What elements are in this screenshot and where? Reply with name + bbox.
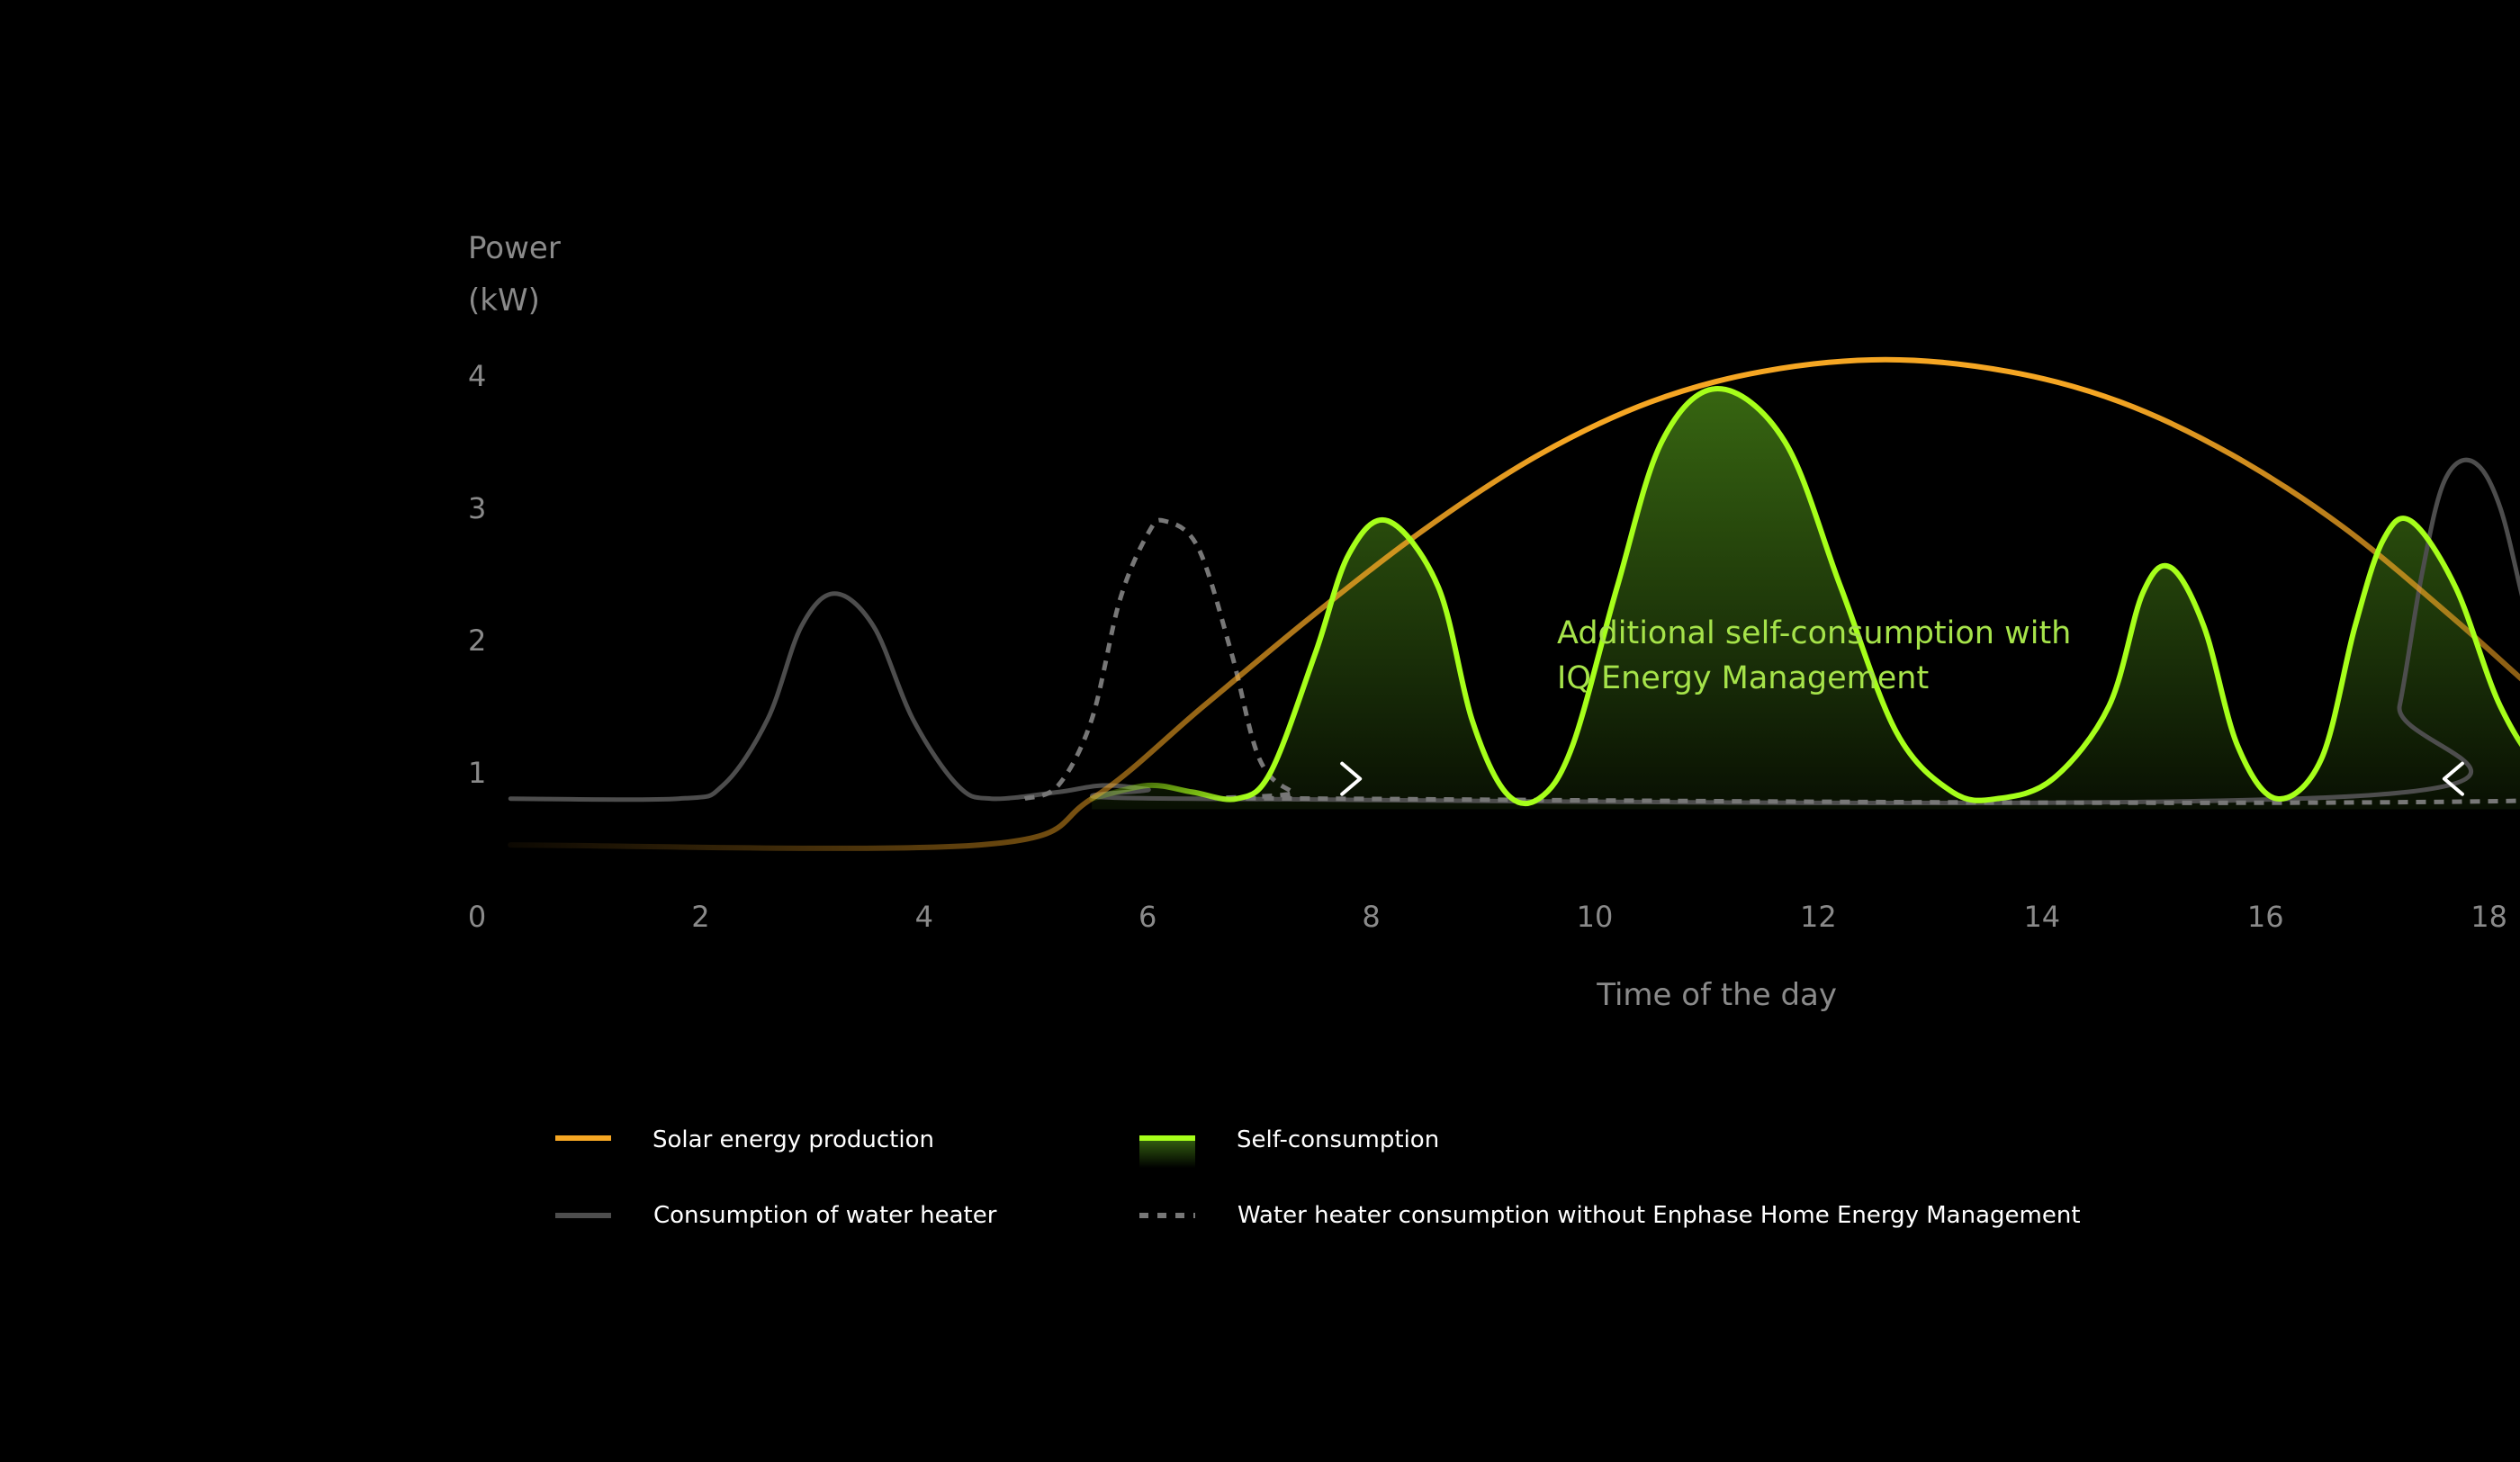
shift-arrows xyxy=(1113,761,2520,796)
legend: Solar energy production Self-consumption… xyxy=(555,1126,2081,1229)
annotation-line-2: IQ Energy Management xyxy=(1557,660,1929,696)
legend-item-solar: Solar energy production xyxy=(555,1126,934,1153)
solar-production-line xyxy=(508,356,2520,851)
legend-item-self-consumption: Self-consumption xyxy=(1139,1126,1439,1168)
legend-item-water-heater: Consumption of water heater xyxy=(555,1202,997,1229)
water-heater-without-hem-line xyxy=(1023,517,2520,805)
x-axis-label: Time of the day xyxy=(1596,977,1837,1013)
x-tick-label: 4 xyxy=(915,900,933,934)
x-tick-label: 8 xyxy=(1362,900,1380,934)
y-tick-label: 1 xyxy=(468,756,486,790)
self-consumption-fills xyxy=(1092,389,2520,810)
y-axis-label-line-2: (kW) xyxy=(468,283,540,318)
y-tick-label: 3 xyxy=(468,491,486,525)
y-tick-label: 4 xyxy=(468,359,486,393)
legend-label-water-heater: Consumption of water heater xyxy=(653,1202,997,1229)
legend-swatch-self-consumption-fill xyxy=(1139,1139,1195,1168)
x-tick-label: 12 xyxy=(1800,900,1837,934)
x-tick-label: 14 xyxy=(2023,900,2060,934)
y-axis-ticks: 1 2 3 4 xyxy=(468,359,486,790)
x-tick-label: 10 xyxy=(1577,900,1614,934)
legend-label-solar: Solar energy production xyxy=(652,1126,934,1153)
y-tick-label: 2 xyxy=(468,623,486,658)
x-tick-label: 6 xyxy=(1138,900,1156,934)
annotation-line-1: Additional self-consumption with xyxy=(1557,615,2071,651)
y-axis-label-line-1: Power xyxy=(468,230,561,266)
x-tick-label: 2 xyxy=(691,900,709,934)
arrow-head xyxy=(1340,761,1363,796)
legend-item-water-heater-without: Water heater consumption without Enphase… xyxy=(1139,1202,2081,1229)
legend-label-water-heater-without: Water heater consumption without Enphase… xyxy=(1238,1202,2081,1229)
x-tick-label: 16 xyxy=(2247,900,2284,934)
x-axis-ticks: 024681012141618202224 xyxy=(468,900,2507,934)
x-tick-label: 18 xyxy=(2470,900,2507,934)
legend-label-self-consumption: Self-consumption xyxy=(1237,1126,1439,1153)
self-consumption-line xyxy=(1089,386,2520,807)
arrow-head xyxy=(2442,761,2464,796)
x-tick-label: 0 xyxy=(468,900,486,934)
self-consumption-area xyxy=(1092,389,2520,810)
water-heater-line xyxy=(508,457,2520,806)
